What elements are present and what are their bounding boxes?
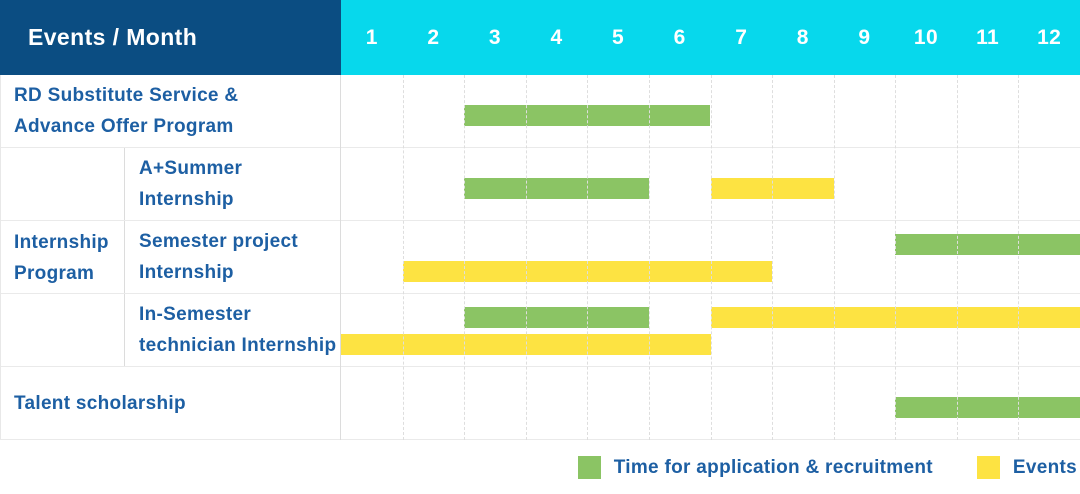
- events-color-swatch: [976, 456, 1000, 479]
- gantt-row: A+Summer Internship: [0, 148, 1080, 221]
- group-label-line: Program: [14, 262, 95, 284]
- month-header-cell: 6: [673, 25, 686, 49]
- row-label-line: RD Substitute Service &: [14, 85, 239, 106]
- row-label-line: In-Semester: [139, 304, 252, 325]
- legend-label-events: Events: [1012, 456, 1077, 478]
- legend-item-recruitment: Time for application & recruitment: [577, 456, 933, 479]
- month-header-cell: 2: [427, 25, 440, 49]
- table-corner-header: Events / Month: [0, 0, 341, 75]
- month-header-cell: 3: [488, 25, 501, 49]
- month-header-cell: 11: [976, 25, 1000, 49]
- gantt-row: Semester project Internship: [0, 221, 1080, 294]
- month-header-cell: 4: [550, 25, 563, 49]
- month-gridline: [772, 75, 774, 440]
- gantt-bar-recruitment: [464, 178, 649, 199]
- row-label-line: A+Summer: [139, 158, 243, 179]
- month-header-cell: 1: [365, 25, 378, 49]
- gantt-bar-recruitment: [895, 234, 1080, 255]
- header-title: Events / Month: [28, 24, 198, 50]
- month-header-row: 1 2 3 4 5 6 7 8 9 10 11 12: [341, 0, 1080, 75]
- month-gridline: [710, 75, 712, 440]
- row-label-line: Semester project: [139, 231, 298, 252]
- month-header-cell: 12: [1037, 25, 1062, 49]
- month-gridline: [587, 75, 589, 440]
- month-gridline: [895, 75, 897, 440]
- month-header-cell: 10: [913, 25, 939, 49]
- month-header-cell: 5: [612, 25, 625, 49]
- month-gridline: [525, 75, 527, 440]
- gantt-bar-recruitment: [895, 397, 1080, 418]
- group-label-line: Internship: [14, 231, 109, 253]
- row-label: RD Substitute Service & Advance Offer Pro…: [0, 75, 341, 147]
- row-label-line: Internship: [139, 189, 234, 210]
- label-column-divider: [340, 75, 341, 440]
- month-header-cell: 8: [796, 25, 809, 49]
- row-label-line: Talent scholarship: [14, 392, 186, 414]
- row-label: In-Semester technician Internship: [124, 294, 341, 366]
- row-label-line: Internship: [139, 262, 234, 283]
- month-gridline: [464, 75, 466, 440]
- row-label: A+Summer Internship: [124, 148, 341, 220]
- row-label-line: Advance Offer Program: [14, 116, 234, 137]
- row-label: Talent scholarship: [0, 367, 341, 439]
- month-gridline: [402, 75, 404, 440]
- month-gridline: [956, 75, 958, 440]
- recruitment-color-swatch: [577, 456, 601, 479]
- month-gridline: [1018, 75, 1020, 440]
- group-label-internship-program: Internship Program: [0, 148, 124, 367]
- gantt-row: RD Substitute Service & Advance Offer Pro…: [0, 75, 1080, 148]
- legend-item-events: Events: [976, 456, 1077, 479]
- month-header-cell: 7: [735, 25, 748, 49]
- month-gridline: [648, 75, 650, 440]
- row-label: Semester project Internship: [124, 221, 341, 293]
- gantt-row: In-Semester technician Internship: [0, 294, 1080, 367]
- legend-label-recruitment: Time for application & recruitment: [613, 456, 933, 478]
- month-gridline: [833, 75, 835, 440]
- gantt-bar-recruitment: [464, 307, 649, 328]
- gantt-bar-recruitment: [464, 105, 711, 126]
- month-header-cell: 9: [858, 25, 871, 49]
- gantt-row: Talent scholarship: [0, 367, 1080, 440]
- legend: Time for application & recruitment Event…: [577, 456, 1077, 479]
- row-label-line: technician Internship: [139, 335, 337, 356]
